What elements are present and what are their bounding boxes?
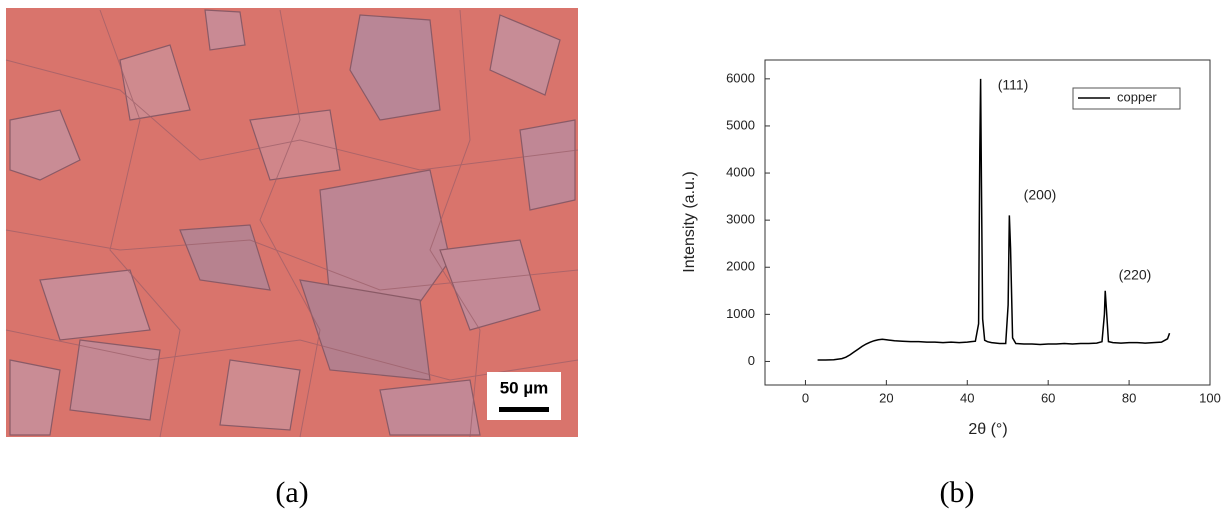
y-tick-label: 2000 — [726, 259, 755, 274]
y-tick-label: 3000 — [726, 212, 755, 227]
grains — [9, 9, 576, 436]
legend-label: copper — [1117, 89, 1157, 104]
y-tick-label: 6000 — [726, 70, 755, 85]
scale-bar-label: 50 µm — [500, 378, 549, 397]
x-tick-label: 100 — [1199, 390, 1221, 405]
caption-b: (b) — [940, 476, 975, 509]
y-tick-label: 4000 — [726, 164, 755, 179]
peak-annotation: (111) — [998, 77, 1029, 93]
scale-bar — [499, 407, 549, 412]
caption-a: (a) — [275, 476, 308, 509]
y-tick-label: 0 — [748, 353, 755, 368]
y-tick-label: 5000 — [726, 117, 755, 132]
x-tick-label: 0 — [802, 390, 809, 405]
grain-boundaries — [5, 9, 579, 438]
data-line — [817, 78, 1171, 361]
micrograph: 50 µm — [5, 8, 579, 438]
x-tick-label: 80 — [1122, 390, 1136, 405]
peak-annotation: (220) — [1119, 267, 1152, 283]
plot-frame — [764, 59, 1211, 386]
legend-box — [1072, 87, 1181, 110]
y-axis-label: Intensity (a.u.) — [681, 171, 698, 272]
y-tick-label: 1000 — [726, 306, 755, 321]
x-tick-label: 60 — [1041, 390, 1055, 405]
x-tick-label: 20 — [879, 390, 893, 405]
peak-annotation: (200) — [1024, 187, 1057, 203]
x-axis-label: 2θ (°) — [968, 421, 1007, 438]
x-tick-label: 40 — [960, 390, 974, 405]
